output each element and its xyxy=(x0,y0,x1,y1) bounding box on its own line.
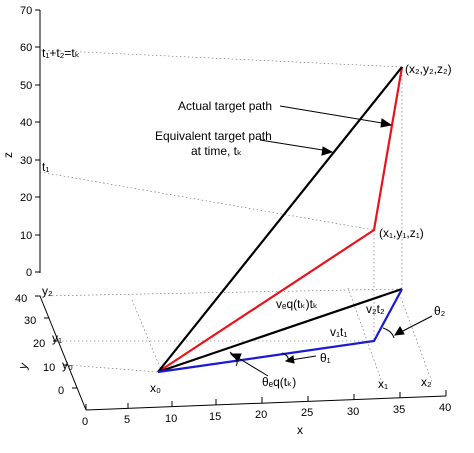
x-axis-label: x xyxy=(297,423,303,437)
guide-line-x0 xyxy=(131,299,163,373)
x-axis xyxy=(85,395,447,411)
label-x0: x₀ xyxy=(150,381,161,395)
arrow-head xyxy=(380,118,393,128)
equivalent-target-path xyxy=(157,66,403,373)
label-theta1: θ₁ xyxy=(320,351,331,365)
label-y2: y₂ xyxy=(42,284,53,298)
y-tick-label: 40 xyxy=(15,293,27,305)
x-tick-label: 35 xyxy=(393,404,405,416)
y-axis xyxy=(39,295,87,411)
x-tick-label: 0 xyxy=(82,416,88,428)
theta2-arc xyxy=(382,327,395,339)
arrow-head xyxy=(284,355,295,364)
label-z-t1: t₁ xyxy=(42,160,49,174)
x-tick-label: 25 xyxy=(301,407,313,419)
z-axis-label: z xyxy=(1,152,15,158)
arrow-head xyxy=(394,326,405,336)
x-tick-label: 20 xyxy=(255,409,267,421)
guide-line-z-tk xyxy=(39,49,403,68)
x-tick-label: 10 xyxy=(165,413,177,425)
x-tick-label: 30 xyxy=(347,406,359,418)
y-tick-label: 20 xyxy=(33,338,45,350)
arrow-equivalent-path xyxy=(259,139,330,152)
x-tick-label: 5 xyxy=(124,414,130,426)
label-veq: vₑq(tₖ)tₖ xyxy=(276,297,318,311)
z-tick-label: 10 xyxy=(20,230,32,242)
guide-line-z-t1 xyxy=(39,171,375,231)
z-tick-label: 60 xyxy=(20,42,32,54)
arrow-theta2 xyxy=(398,315,433,334)
y-tick-label: 30 xyxy=(24,315,36,327)
label-theta2: θ₂ xyxy=(434,304,446,318)
z-tick-label: 0 xyxy=(26,267,32,279)
label-v1t1: v₁t₁ xyxy=(330,325,347,339)
label-equivalent-path-line1: Equivalent target path xyxy=(155,129,272,143)
arrow-actual-path xyxy=(279,105,389,125)
label-y0: y₀ xyxy=(62,358,73,372)
label-equivalent-path-line2: at time, tₖ xyxy=(191,144,242,158)
y-tick-label: 10 xyxy=(43,362,55,374)
guide-line-x1 xyxy=(347,287,384,386)
arrows xyxy=(229,105,433,377)
y-axis-label: y xyxy=(16,361,31,371)
arrow-head xyxy=(229,353,242,362)
label-point-2: (x₂,y₂,z₂) xyxy=(405,62,452,76)
label-actual-path: Actual target path xyxy=(178,99,272,113)
z-tick-label: 40 xyxy=(20,117,32,129)
x-tick-label: 40 xyxy=(439,402,451,414)
equivalent-ground-projection xyxy=(157,287,403,374)
actual-target-path xyxy=(157,66,404,373)
x-tick-label: 15 xyxy=(209,411,221,423)
actual-ground-projection xyxy=(157,288,403,374)
arrow-theta-eq xyxy=(234,355,269,377)
y-tick-label: 0 xyxy=(58,385,64,397)
z-tick-label: 30 xyxy=(20,155,32,167)
label-x2: x₂ xyxy=(421,375,432,389)
label-point-1: (x₁,y₁,z₁) xyxy=(379,226,424,240)
label-x1: x₁ xyxy=(378,377,388,391)
label-y1: y₁ xyxy=(52,331,62,345)
label-v2t2: v₂t₂ xyxy=(366,302,385,316)
z-tick-label: 70 xyxy=(20,5,32,17)
label-theta-eq: θₑq(tₖ) xyxy=(262,375,296,389)
arrow-head xyxy=(321,146,334,156)
label-z-tk: t₁+t₂=tₖ xyxy=(42,46,80,60)
z-tick-label: 50 xyxy=(20,80,32,92)
guide-line-x2 xyxy=(397,289,433,383)
z-tick-label: 20 xyxy=(20,192,32,204)
guide-line-y0 xyxy=(67,364,159,373)
arrow-theta1 xyxy=(290,355,317,361)
